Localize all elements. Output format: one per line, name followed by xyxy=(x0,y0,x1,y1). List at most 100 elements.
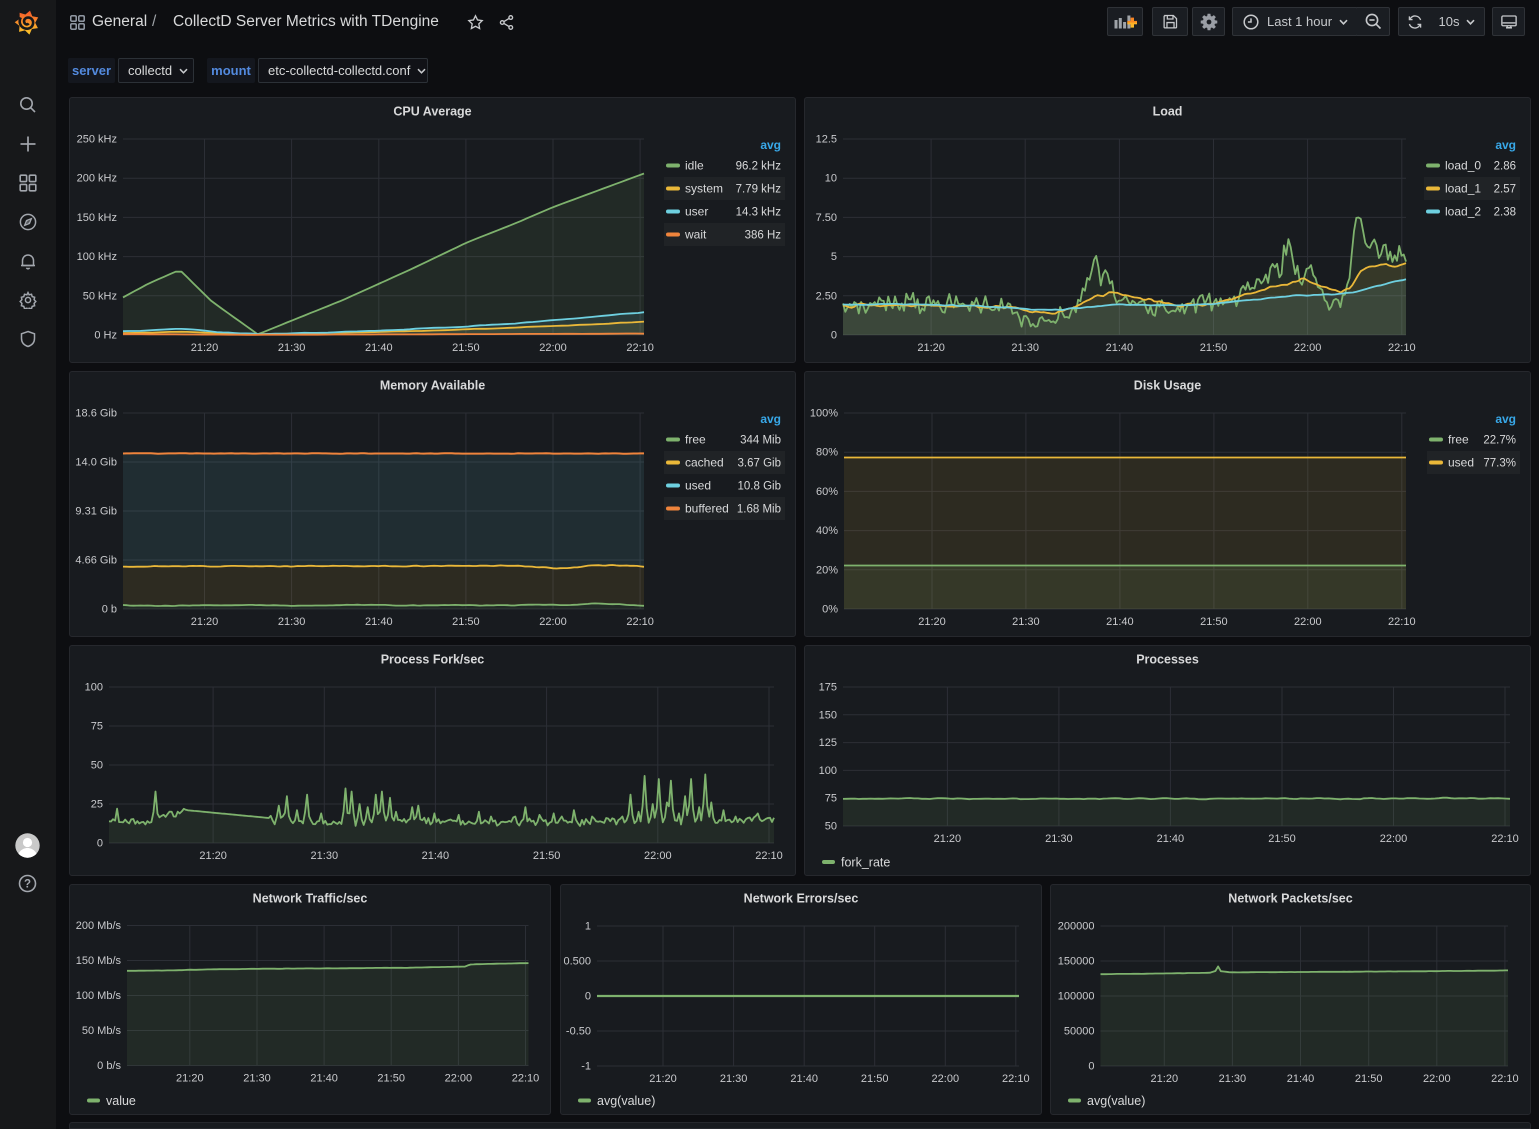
svg-text:100 kHz: 100 kHz xyxy=(77,251,117,263)
svg-text:fork_rate: fork_rate xyxy=(841,856,890,870)
svg-text:100: 100 xyxy=(85,682,103,694)
svg-text:21:30: 21:30 xyxy=(1012,616,1040,628)
svg-text:21:20: 21:20 xyxy=(176,1073,204,1085)
svg-text:0 b/s: 0 b/s xyxy=(97,1060,121,1072)
svg-text:avg: avg xyxy=(1495,412,1516,426)
svg-text:22:10: 22:10 xyxy=(1388,342,1416,354)
svg-text:free: free xyxy=(685,433,706,447)
svg-text:100 Mb/s: 100 Mb/s xyxy=(76,990,122,1002)
svg-text:21:20: 21:20 xyxy=(191,616,219,628)
svg-text:4.66 Gib: 4.66 Gib xyxy=(75,555,117,567)
svg-text:-1: -1 xyxy=(581,1061,591,1073)
svg-text:22:00: 22:00 xyxy=(1380,833,1408,845)
svg-text:avg: avg xyxy=(760,412,781,426)
svg-text:0: 0 xyxy=(1088,1061,1094,1073)
svg-text:2.57: 2.57 xyxy=(1494,184,1516,196)
svg-text:21:30: 21:30 xyxy=(1045,833,1073,845)
svg-text:25: 25 xyxy=(91,799,103,811)
svg-text:21:20: 21:20 xyxy=(649,1073,677,1085)
svg-text:50 Mb/s: 50 Mb/s xyxy=(82,1025,122,1037)
svg-text:22:00: 22:00 xyxy=(539,342,567,354)
svg-text:Processes: Processes xyxy=(1136,653,1199,667)
svg-text:21:20: 21:20 xyxy=(191,342,219,354)
svg-text:22:10: 22:10 xyxy=(626,616,654,628)
svg-text:200 Mb/s: 200 Mb/s xyxy=(76,920,122,932)
svg-text:2.38: 2.38 xyxy=(1494,207,1516,219)
svg-text:-0.50: -0.50 xyxy=(566,1026,591,1038)
svg-text:100000: 100000 xyxy=(1058,991,1095,1003)
svg-text:50 kHz: 50 kHz xyxy=(83,290,117,302)
svg-text:386 Hz: 386 Hz xyxy=(745,230,782,242)
svg-text:250 kHz: 250 kHz xyxy=(77,134,117,146)
svg-text:22:00: 22:00 xyxy=(1294,342,1322,354)
svg-text:free: free xyxy=(1448,433,1469,447)
svg-text:21:40: 21:40 xyxy=(790,1073,818,1085)
svg-text:21:30: 21:30 xyxy=(278,342,306,354)
svg-text:21:30: 21:30 xyxy=(278,616,306,628)
svg-text:user: user xyxy=(685,205,708,219)
svg-text:175: 175 xyxy=(819,682,837,694)
svg-text:5: 5 xyxy=(831,251,837,263)
svg-text:avg(value): avg(value) xyxy=(597,1094,655,1108)
svg-text:used: used xyxy=(685,479,711,493)
svg-text:wait: wait xyxy=(684,228,707,242)
svg-text:0 Hz: 0 Hz xyxy=(94,330,117,342)
svg-text:21:50: 21:50 xyxy=(1355,1073,1383,1085)
svg-text:3.67 Gib: 3.67 Gib xyxy=(738,458,781,470)
svg-text:21:40: 21:40 xyxy=(1157,833,1185,845)
svg-text:22:10: 22:10 xyxy=(512,1073,540,1085)
svg-text:7.50: 7.50 xyxy=(816,212,837,224)
svg-text:load_2: load_2 xyxy=(1445,205,1481,219)
svg-text:21:50: 21:50 xyxy=(452,342,480,354)
svg-text:10: 10 xyxy=(825,173,837,185)
svg-text:21:20: 21:20 xyxy=(199,850,227,862)
svg-text:22:00: 22:00 xyxy=(445,1073,473,1085)
svg-text:cached: cached xyxy=(685,456,724,470)
svg-text:buffered: buffered xyxy=(685,502,729,516)
svg-text:21:50: 21:50 xyxy=(452,616,480,628)
svg-text:21:50: 21:50 xyxy=(533,850,561,862)
svg-text:77.3%: 77.3% xyxy=(1483,458,1516,470)
svg-text:18.6 Gib: 18.6 Gib xyxy=(75,408,117,420)
svg-text:0: 0 xyxy=(585,991,591,1003)
svg-text:22:10: 22:10 xyxy=(1491,1073,1519,1085)
svg-text:21:20: 21:20 xyxy=(918,616,946,628)
svg-text:344 Mib: 344 Mib xyxy=(740,435,781,447)
svg-text:10.8 Gib: 10.8 Gib xyxy=(738,481,781,493)
svg-text:22:00: 22:00 xyxy=(539,616,567,628)
svg-text:Process Fork/sec: Process Fork/sec xyxy=(381,653,485,667)
svg-text:21:50: 21:50 xyxy=(377,1073,405,1085)
svg-text:1: 1 xyxy=(585,921,591,933)
svg-text:idle: idle xyxy=(685,159,704,173)
svg-text:21:30: 21:30 xyxy=(720,1073,748,1085)
svg-text:0 b: 0 b xyxy=(102,604,117,616)
svg-text:75: 75 xyxy=(91,721,103,733)
svg-text:150 kHz: 150 kHz xyxy=(77,212,117,224)
svg-text:21:40: 21:40 xyxy=(365,616,393,628)
svg-text:21:30: 21:30 xyxy=(243,1073,271,1085)
svg-text:21:30: 21:30 xyxy=(311,850,339,862)
svg-text:22:10: 22:10 xyxy=(1491,833,1519,845)
svg-text:50000: 50000 xyxy=(1064,1026,1095,1038)
svg-text:50: 50 xyxy=(825,821,837,833)
svg-text:21:50: 21:50 xyxy=(1268,833,1296,845)
svg-text:0%: 0% xyxy=(822,604,838,616)
svg-text:avg(value): avg(value) xyxy=(1087,1094,1145,1108)
svg-text:14.3 kHz: 14.3 kHz xyxy=(736,207,782,219)
svg-text:21:50: 21:50 xyxy=(1200,616,1228,628)
svg-text:2.86: 2.86 xyxy=(1494,161,1516,173)
svg-text:system: system xyxy=(685,182,723,196)
svg-text:21:40: 21:40 xyxy=(310,1073,338,1085)
svg-text:20%: 20% xyxy=(816,564,838,576)
svg-text:Network Packets/sec: Network Packets/sec xyxy=(1228,892,1352,906)
svg-text:Disk Usage: Disk Usage xyxy=(1134,379,1201,393)
svg-text:CPU Average: CPU Average xyxy=(393,105,471,119)
svg-text:0: 0 xyxy=(97,838,103,850)
svg-text:used: used xyxy=(1448,456,1474,470)
svg-text:100: 100 xyxy=(819,765,837,777)
svg-text:load_1: load_1 xyxy=(1445,182,1481,196)
svg-text:80%: 80% xyxy=(816,447,838,459)
svg-text:21:20: 21:20 xyxy=(1151,1073,1179,1085)
svg-text:21:20: 21:20 xyxy=(917,342,945,354)
svg-text:21:20: 21:20 xyxy=(934,833,962,845)
